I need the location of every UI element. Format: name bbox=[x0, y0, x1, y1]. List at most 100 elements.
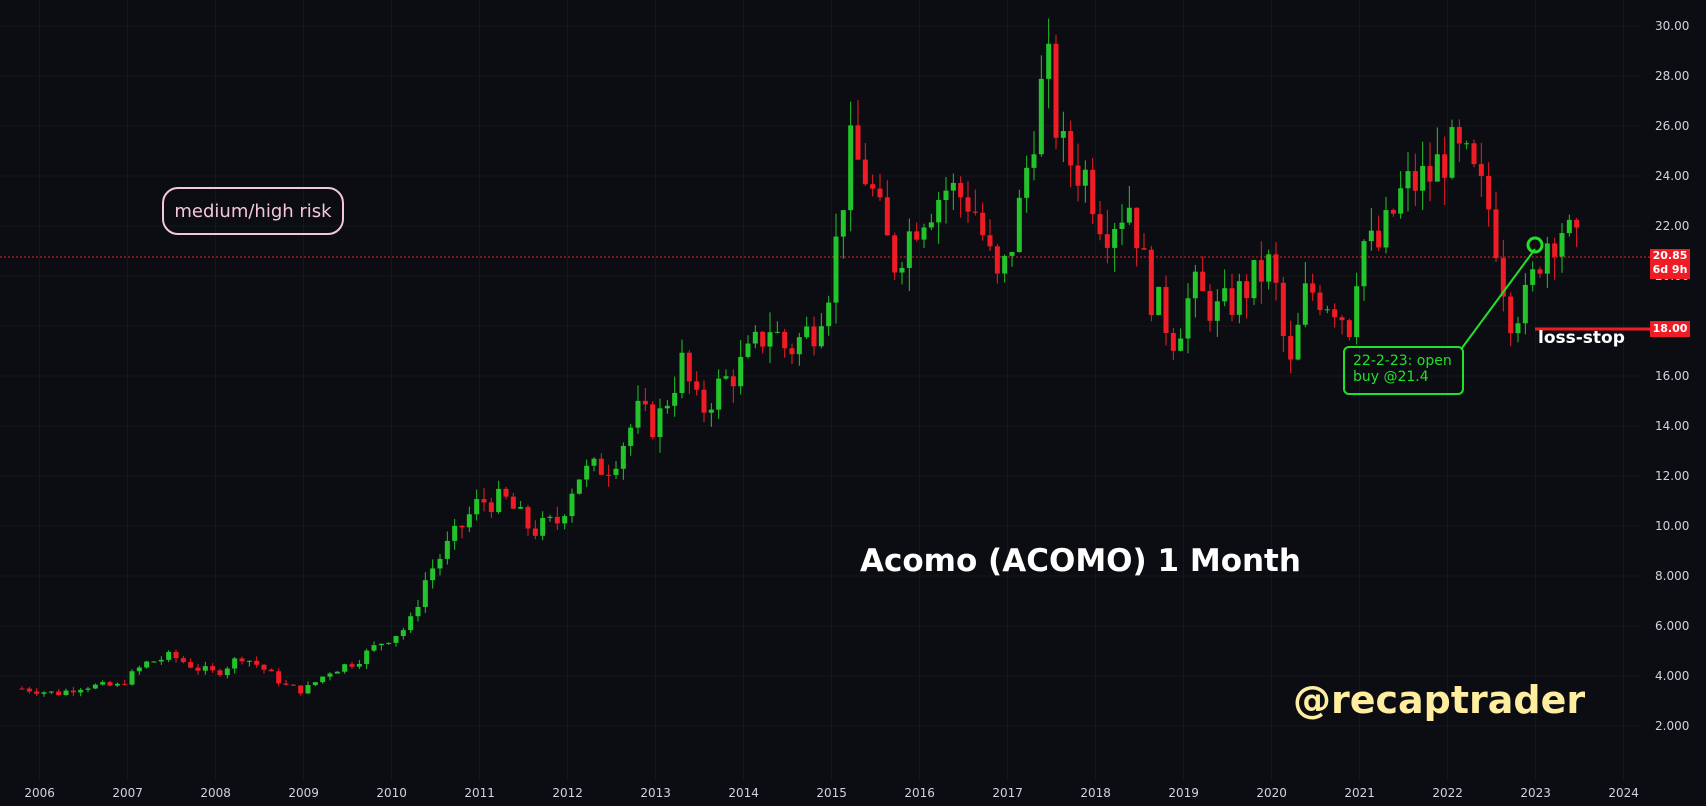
candle-body bbox=[1339, 317, 1345, 321]
x-tick-label: 2018 bbox=[1080, 786, 1111, 800]
candle-body bbox=[415, 606, 421, 617]
candle-body bbox=[745, 343, 751, 357]
candle-body bbox=[1390, 210, 1396, 214]
candle-body bbox=[1368, 230, 1374, 242]
candle-body bbox=[774, 331, 780, 333]
candle-body bbox=[85, 688, 91, 690]
candle-body bbox=[48, 691, 54, 693]
candle-body bbox=[958, 182, 964, 198]
candle-body bbox=[290, 684, 296, 686]
candle-body bbox=[950, 182, 956, 191]
candle-body bbox=[283, 683, 289, 685]
candle-body bbox=[701, 389, 707, 413]
candle-body bbox=[1126, 207, 1132, 223]
candle-body bbox=[202, 666, 208, 671]
candle-body bbox=[1500, 258, 1506, 297]
candle-body bbox=[723, 376, 729, 379]
candle-body bbox=[19, 688, 25, 690]
candle-body bbox=[818, 326, 824, 347]
candle-body bbox=[1222, 288, 1228, 302]
candle-body bbox=[34, 691, 40, 694]
candle-body bbox=[503, 488, 509, 497]
candle-body bbox=[1214, 301, 1220, 321]
candle-body bbox=[672, 392, 678, 406]
x-tick-label: 2006 bbox=[24, 786, 55, 800]
candle-body bbox=[921, 227, 927, 240]
candle-body bbox=[1090, 169, 1096, 215]
candle-body bbox=[547, 516, 553, 518]
y-tick-label: 2.000 bbox=[1655, 719, 1689, 733]
candle-body bbox=[78, 689, 84, 693]
candle-body bbox=[1522, 284, 1528, 324]
candle-body bbox=[342, 664, 348, 672]
candle-body bbox=[738, 356, 744, 387]
x-tick-label: 2021 bbox=[1344, 786, 1375, 800]
chart-grid bbox=[0, 0, 1640, 780]
author-handle: @recaptrader bbox=[1293, 678, 1586, 722]
candle-body bbox=[1376, 230, 1382, 248]
candle-body bbox=[254, 660, 260, 665]
x-axis: 2006 2007 2008 2009 2010 2011 2012 2013 2014 2015… bbox=[24, 786, 1639, 800]
candle-body bbox=[488, 502, 494, 513]
x-tick-label: 2008 bbox=[200, 786, 231, 800]
y-tick-label: 30.00 bbox=[1655, 19, 1689, 33]
candle-body bbox=[1207, 291, 1213, 321]
candle-body bbox=[1544, 243, 1550, 274]
candle-body bbox=[606, 474, 612, 476]
candle-body bbox=[1163, 286, 1169, 334]
candle-body bbox=[642, 400, 648, 405]
candle-body bbox=[56, 691, 62, 696]
candle-body bbox=[628, 427, 634, 446]
last-price-countdown: 6d 9h bbox=[1652, 263, 1688, 276]
candle-body bbox=[1295, 324, 1301, 360]
candle-body bbox=[518, 506, 524, 509]
candle-body bbox=[532, 528, 538, 536]
candle-body bbox=[400, 630, 406, 637]
candle-body bbox=[466, 514, 472, 528]
candle-body bbox=[1574, 219, 1580, 228]
candle-body bbox=[848, 125, 854, 211]
x-tick-label: 2014 bbox=[728, 786, 759, 800]
candle-body bbox=[1046, 43, 1052, 79]
candle-body bbox=[576, 479, 582, 494]
candle-body bbox=[144, 661, 150, 668]
candle-body bbox=[41, 692, 47, 694]
candle-body bbox=[26, 688, 32, 692]
candle-body bbox=[899, 267, 905, 273]
candle-body bbox=[936, 200, 942, 223]
y-tick-label: 22.00 bbox=[1655, 219, 1689, 233]
y-tick-label: 26.00 bbox=[1655, 119, 1689, 133]
candle-body bbox=[1552, 243, 1558, 257]
stop-price-tag: 18.00 bbox=[1650, 321, 1690, 337]
candle-body bbox=[1449, 127, 1455, 178]
candle-body bbox=[1537, 269, 1543, 274]
candle-body bbox=[437, 558, 443, 569]
candle-body bbox=[386, 642, 392, 644]
risk-badge: medium/high risk bbox=[162, 187, 344, 235]
y-tick-label: 16.00 bbox=[1655, 369, 1689, 383]
x-tick-label: 2017 bbox=[992, 786, 1023, 800]
candle-body bbox=[584, 465, 590, 480]
candle-body bbox=[1493, 209, 1499, 259]
candle-body bbox=[1024, 167, 1030, 198]
candle-body bbox=[1332, 309, 1338, 318]
candle-body bbox=[356, 663, 362, 667]
x-tick-label: 2019 bbox=[1168, 786, 1199, 800]
candle-body bbox=[1170, 333, 1176, 351]
candle-body bbox=[716, 378, 722, 410]
chart-title: Acomo (ACOMO) 1 Month bbox=[860, 543, 1301, 579]
candle-body bbox=[664, 405, 670, 409]
candle-body bbox=[1566, 219, 1572, 234]
candle-body bbox=[657, 408, 663, 438]
candle-body bbox=[1185, 298, 1191, 339]
candle-body bbox=[1082, 169, 1088, 186]
candle-body bbox=[210, 666, 216, 671]
candle-body bbox=[686, 352, 692, 382]
candle-body bbox=[840, 210, 846, 237]
candle-body bbox=[474, 499, 480, 515]
candle-body bbox=[1434, 154, 1440, 182]
candle-body bbox=[1258, 260, 1264, 282]
candle-body bbox=[1515, 323, 1521, 334]
x-tick-label: 2020 bbox=[1256, 786, 1287, 800]
